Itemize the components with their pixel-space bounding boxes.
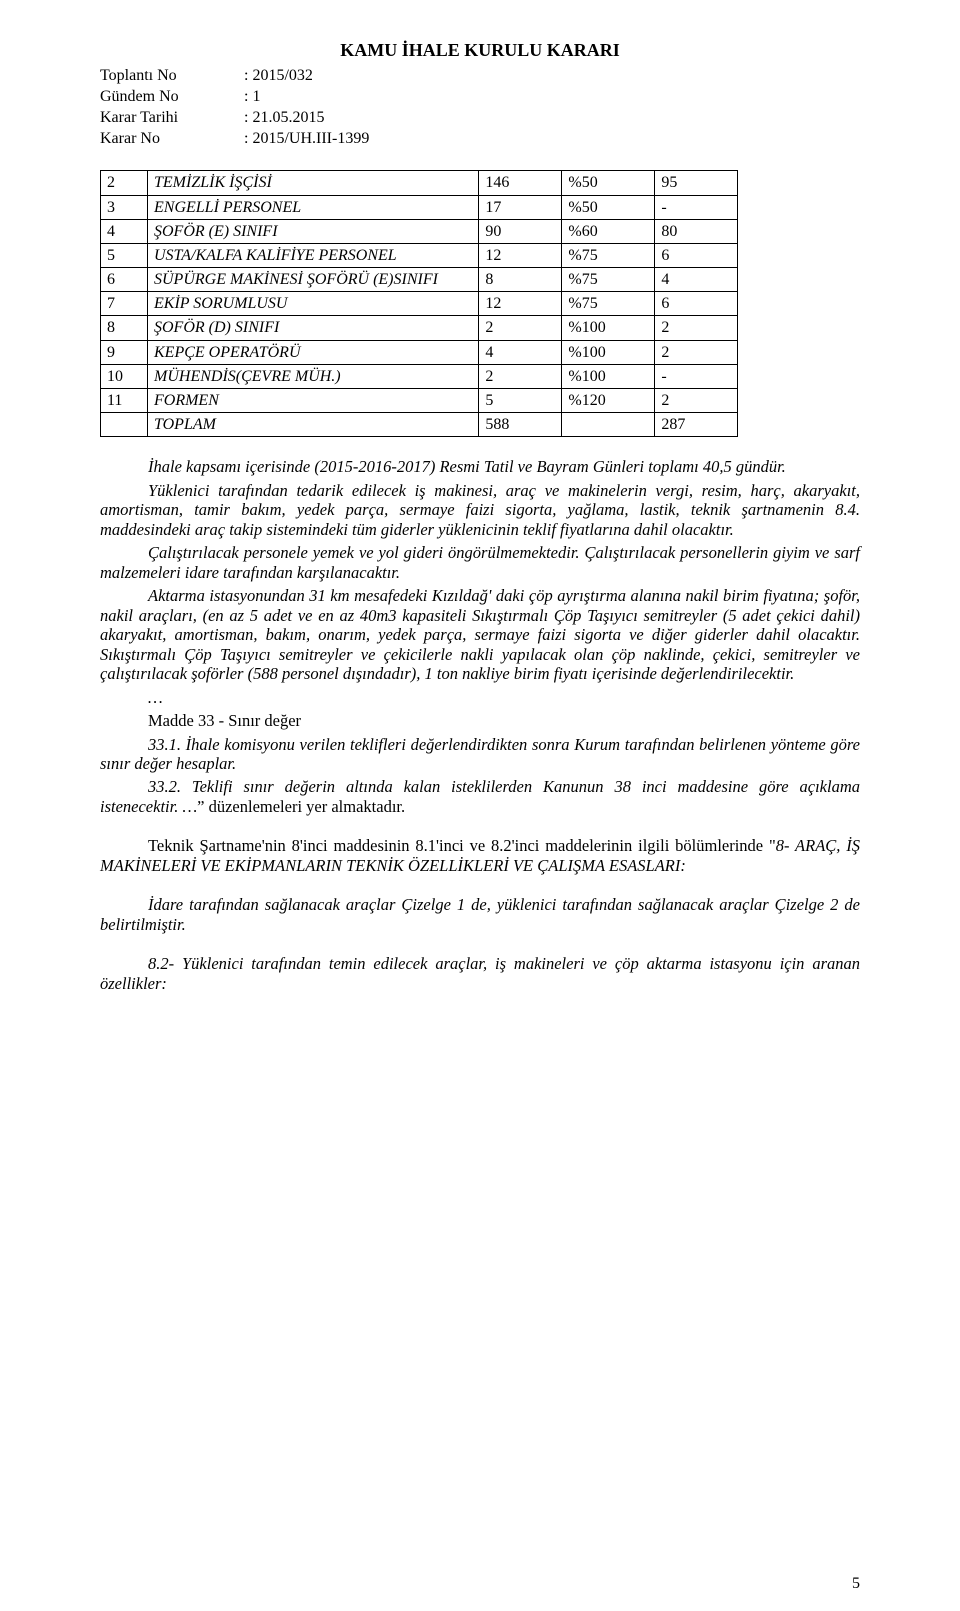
table-cell: TEMİZLİK İŞÇİSİ <box>148 171 479 195</box>
header-line: Karar Tarihi : 21.05.2015 <box>100 108 860 127</box>
table-cell: %75 <box>562 243 655 267</box>
table-cell: EKİP SORUMLUSU <box>148 292 479 316</box>
table-cell: ŞOFÖR (E) SINIFI <box>148 219 479 243</box>
personnel-table: 2TEMİZLİK İŞÇİSİ146%50953ENGELLİ PERSONE… <box>100 170 738 437</box>
paragraph: Çalıştırılacak personele yemek ve yol gi… <box>100 543 860 582</box>
document-page: KAMU İHALE KURULU KARARI Toplantı No : 2… <box>0 0 960 1611</box>
table-cell: 2 <box>655 340 738 364</box>
header-value: : 21.05.2015 <box>244 109 324 126</box>
table-cell: 588 <box>479 413 562 437</box>
table-cell: 7 <box>101 292 148 316</box>
table-cell: SÜPÜRGE MAKİNESİ ŞOFÖRÜ (E)SINIFI <box>148 268 479 292</box>
header-line: Toplantı No : 2015/032 <box>100 66 860 85</box>
table-cell: %100 <box>562 340 655 364</box>
table-cell: ENGELLİ PERSONEL <box>148 195 479 219</box>
table-cell: 80 <box>655 219 738 243</box>
paragraph: Aktarma istasyonundan 31 km mesafedeki K… <box>100 586 860 683</box>
table-cell: %75 <box>562 268 655 292</box>
table-cell: %100 <box>562 364 655 388</box>
table-cell: 146 <box>479 171 562 195</box>
table-cell: - <box>655 195 738 219</box>
header-label: Gündem No <box>100 87 240 106</box>
header-label: Karar No <box>100 129 240 148</box>
table-cell: 6 <box>101 268 148 292</box>
table-cell: MÜHENDİS(ÇEVRE MÜH.) <box>148 364 479 388</box>
table-total-row: TOPLAM588 287 <box>101 413 738 437</box>
table-row: 11FORMEN5%1202 <box>101 389 738 413</box>
table-cell: 8 <box>479 268 562 292</box>
page-number: 5 <box>852 1574 860 1593</box>
table-cell: 287 <box>655 413 738 437</box>
ellipsis: … <box>100 688 860 707</box>
table-cell: KEPÇE OPERATÖRÜ <box>148 340 479 364</box>
table-row: 6SÜPÜRGE MAKİNESİ ŞOFÖRÜ (E)SINIFI8%754 <box>101 268 738 292</box>
table-cell: 12 <box>479 243 562 267</box>
table-cell: - <box>655 364 738 388</box>
header-label: Karar Tarihi <box>100 108 240 127</box>
table-cell: 90 <box>479 219 562 243</box>
table-row: 4ŞOFÖR (E) SINIFI90%6080 <box>101 219 738 243</box>
header-meta-block: Toplantı No : 2015/032 Gündem No : 1 Kar… <box>100 66 860 149</box>
paragraph: İhale kapsamı içerisinde (2015-2016-2017… <box>100 457 860 476</box>
table-cell: %120 <box>562 389 655 413</box>
header-line: Gündem No : 1 <box>100 87 860 106</box>
table-cell: 2 <box>101 171 148 195</box>
table-cell: 5 <box>479 389 562 413</box>
teknik-intro-plain: Teknik Şartname'nin 8'inci maddesinin 8.… <box>148 836 776 855</box>
table-row: 2TEMİZLİK İŞÇİSİ146%5095 <box>101 171 738 195</box>
table-cell: USTA/KALFA KALİFİYE PERSONEL <box>148 243 479 267</box>
table-row: 8ŞOFÖR (D) SINIFI2%1002 <box>101 316 738 340</box>
table-cell: 6 <box>655 243 738 267</box>
table-cell: 6 <box>655 292 738 316</box>
madde-33-2: 33.2. Teklifi sınır değerin altında kala… <box>100 777 860 816</box>
table-cell: 11 <box>101 389 148 413</box>
table-cell <box>101 413 148 437</box>
header-value: : 2015/UH.III-1399 <box>244 130 369 147</box>
table-cell: TOPLAM <box>148 413 479 437</box>
madde-33-2-plain: ” düzenlemeleri yer almaktadır. <box>197 797 405 816</box>
table-cell: 2 <box>479 316 562 340</box>
table-cell: 2 <box>655 389 738 413</box>
table-cell: 4 <box>479 340 562 364</box>
paragraph: Yüklenici tarafından tedarik edilecek iş… <box>100 481 860 539</box>
table-cell: 2 <box>655 316 738 340</box>
doc-title: KAMU İHALE KURULU KARARI <box>100 40 860 62</box>
header-label: Toplantı No <box>100 66 240 85</box>
teknik-p3: 8.2- Yüklenici tarafından temin edilecek… <box>100 954 860 993</box>
table-row: 9KEPÇE OPERATÖRÜ4%1002 <box>101 340 738 364</box>
table-cell: 5 <box>101 243 148 267</box>
table-cell: %100 <box>562 316 655 340</box>
table-cell: 10 <box>101 364 148 388</box>
table-cell: %50 <box>562 171 655 195</box>
table-cell: 4 <box>655 268 738 292</box>
table-row: 3ENGELLİ PERSONEL17%50- <box>101 195 738 219</box>
table-cell: %60 <box>562 219 655 243</box>
table-cell <box>562 413 655 437</box>
table-cell: 4 <box>101 219 148 243</box>
teknik-p2: İdare tarafından sağlanacak araçlar Çize… <box>100 895 860 934</box>
header-value: : 2015/032 <box>244 67 313 84</box>
table-row: 5USTA/KALFA KALİFİYE PERSONEL12%756 <box>101 243 738 267</box>
table-cell: 8 <box>101 316 148 340</box>
table-cell: 2 <box>479 364 562 388</box>
madde-33-1: 33.1. İhale komisyonu verilen teklifleri… <box>100 735 860 774</box>
table-cell: 3 <box>101 195 148 219</box>
table-cell: %75 <box>562 292 655 316</box>
madde-33-title: Madde 33 - Sınır değer <box>100 711 860 730</box>
table-cell: 95 <box>655 171 738 195</box>
table-cell: 9 <box>101 340 148 364</box>
teknik-intro: Teknik Şartname'nin 8'inci maddesinin 8.… <box>100 836 860 875</box>
table-row: 10MÜHENDİS(ÇEVRE MÜH.)2%100- <box>101 364 738 388</box>
table-cell: 12 <box>479 292 562 316</box>
table-row: 7EKİP SORUMLUSU12%756 <box>101 292 738 316</box>
table-cell: 17 <box>479 195 562 219</box>
header-value: : 1 <box>244 88 260 105</box>
header-line: Karar No : 2015/UH.III-1399 <box>100 129 860 148</box>
table-cell: FORMEN <box>148 389 479 413</box>
table-cell: %50 <box>562 195 655 219</box>
table-cell: ŞOFÖR (D) SINIFI <box>148 316 479 340</box>
